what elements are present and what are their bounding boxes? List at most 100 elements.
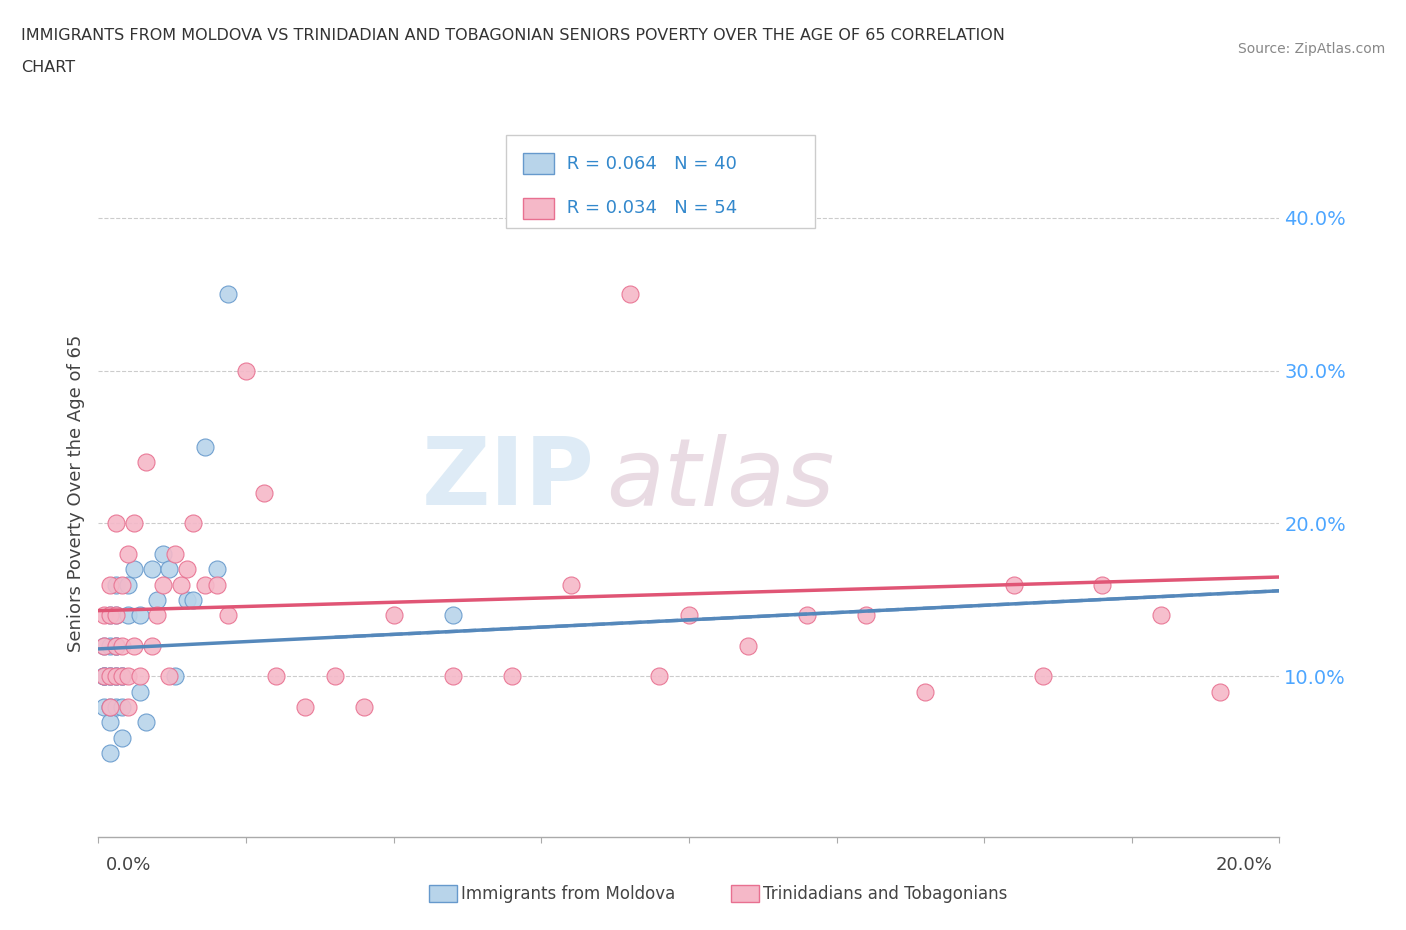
Point [217,286,239,301]
Point [117,699,139,714]
Point [105,638,128,653]
Point [111,638,134,653]
Point [122,638,145,653]
Point [146,592,169,607]
Point [264,669,287,684]
Point [253,485,276,500]
Point [501,669,523,684]
Text: R = 0.034   N = 54: R = 0.034 N = 54 [561,199,737,218]
Point [678,608,700,623]
Point [93,669,115,684]
Point [98,669,121,684]
Point [98,699,121,714]
Point [294,699,316,714]
Point [157,562,180,577]
Point [194,440,217,455]
Point [105,578,128,592]
Point [98,578,121,592]
Point [855,608,877,623]
Point [111,669,134,684]
Point [181,592,204,607]
Point [152,578,174,592]
Point [117,608,139,623]
Point [98,746,121,761]
Point [135,715,157,730]
Point [165,547,187,562]
Text: 0.0%: 0.0% [105,856,150,873]
Point [146,608,169,623]
Point [105,669,128,684]
Point [619,286,641,301]
Point [93,638,115,653]
Point [93,699,115,714]
Point [157,669,180,684]
Text: IMMIGRANTS FROM MOLDOVA VS TRINIDADIAN AND TOBAGONIAN SENIORS POVERTY OVER THE A: IMMIGRANTS FROM MOLDOVA VS TRINIDADIAN A… [21,28,1005,43]
Point [93,669,115,684]
Point [1032,669,1054,684]
Point [141,638,163,653]
Point [176,592,198,607]
Point [323,669,346,684]
Point [122,562,145,577]
Point [205,578,228,592]
Point [914,684,936,699]
Point [1150,608,1173,623]
Point [353,699,375,714]
Point [105,516,128,531]
Point [111,730,134,745]
Point [111,669,134,684]
Point [105,669,128,684]
Point [441,669,464,684]
Point [648,669,671,684]
Point [105,638,128,653]
Point [441,608,464,623]
Point [128,684,150,699]
Text: R = 0.064   N = 40: R = 0.064 N = 40 [561,154,737,173]
Point [111,578,134,592]
Point [796,608,818,623]
Point [105,608,128,623]
Point [98,699,121,714]
Point [737,638,759,653]
Text: Source: ZipAtlas.com: Source: ZipAtlas.com [1237,42,1385,56]
Point [152,547,174,562]
Point [111,699,134,714]
Y-axis label: Seniors Poverty Over the Age of 65: Seniors Poverty Over the Age of 65 [66,334,84,652]
Point [105,669,128,684]
Point [176,562,198,577]
Point [181,516,204,531]
Point [105,608,128,623]
Point [117,578,139,592]
Point [98,638,121,653]
Text: Trinidadians and Tobagonians: Trinidadians and Tobagonians [763,884,1008,903]
Point [135,455,157,470]
Point [117,669,139,684]
Point [141,562,163,577]
Point [98,608,121,623]
Point [560,578,582,592]
Point [205,562,228,577]
Point [93,669,115,684]
Point [1209,684,1232,699]
Point [98,715,121,730]
Point [122,516,145,531]
Point [382,608,405,623]
Text: ZIP: ZIP [422,433,595,525]
Point [1091,578,1114,592]
Text: atlas: atlas [606,433,835,525]
Point [105,699,128,714]
Point [93,608,115,623]
Point [93,638,115,653]
Point [170,578,193,592]
Point [98,669,121,684]
Point [117,547,139,562]
Point [93,669,115,684]
Point [98,608,121,623]
Point [217,608,239,623]
Point [194,578,217,592]
Point [111,669,134,684]
Point [165,669,187,684]
Text: Immigrants from Moldova: Immigrants from Moldova [461,884,675,903]
Text: 20.0%: 20.0% [1216,856,1272,873]
Point [235,363,257,378]
